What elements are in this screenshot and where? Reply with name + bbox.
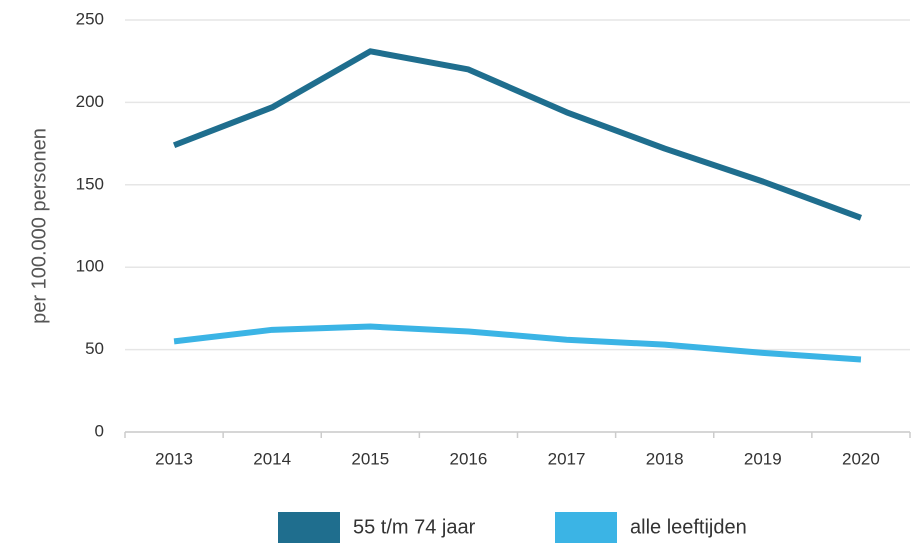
legend-swatch: [555, 512, 617, 543]
y-tick-label: 100: [76, 257, 104, 276]
x-tick-label: 2018: [646, 449, 684, 468]
x-tick-label: 2016: [450, 449, 488, 468]
x-tick-label: 2017: [548, 449, 586, 468]
y-tick-label: 0: [95, 421, 104, 440]
y-tick-label: 50: [85, 339, 104, 358]
series-line: [173, 323, 862, 363]
legend-label: alle leeftijden: [630, 516, 747, 538]
y-tick-label: 250: [76, 9, 104, 28]
x-tick-label: 2013: [155, 449, 193, 468]
y-tick-label: 150: [76, 174, 104, 193]
x-tick-label: 2015: [351, 449, 389, 468]
x-tick-label: 2014: [253, 449, 291, 468]
y-axis-label: per 100.000 personen: [28, 128, 50, 324]
x-tick-label: 2019: [744, 449, 782, 468]
x-tick-label: 2020: [842, 449, 880, 468]
legend-label: 55 t/m 74 jaar: [353, 516, 476, 538]
series-line: [172, 48, 862, 221]
y-tick-label: 200: [76, 92, 104, 111]
legend-swatch: [278, 512, 340, 543]
